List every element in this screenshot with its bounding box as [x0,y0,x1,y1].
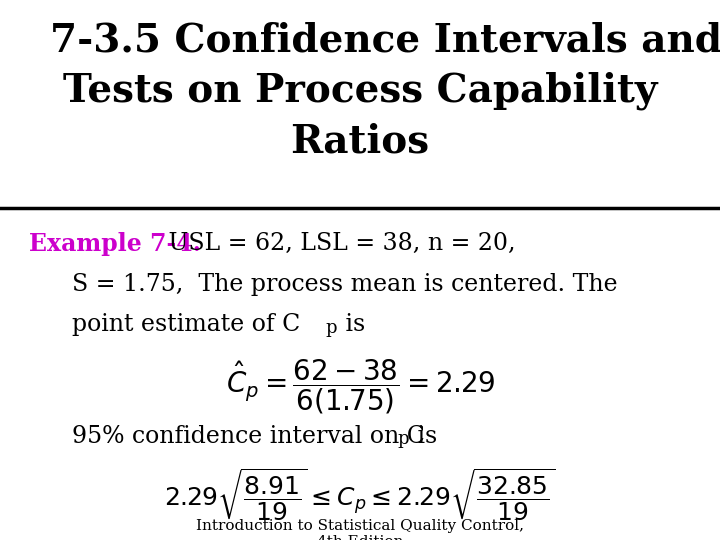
Text: is: is [410,424,438,448]
Text: 4th Edition: 4th Edition [317,535,403,540]
Text: S = 1.75,  The process mean is centered. The: S = 1.75, The process mean is centered. … [72,273,618,296]
Text: USL = 62, LSL = 38, n = 20,: USL = 62, LSL = 38, n = 20, [161,232,516,255]
Text: $\hat{C}_p = \dfrac{62-38}{6(1.75)} = 2.29$: $\hat{C}_p = \dfrac{62-38}{6(1.75)} = 2.… [225,358,495,416]
Text: p: p [325,319,337,336]
Text: Ratios: Ratios [290,122,430,160]
Text: 95% confidence interval on C: 95% confidence interval on C [72,424,425,448]
Text: Introduction to Statistical Quality Control,: Introduction to Statistical Quality Cont… [196,519,524,534]
Text: Example 7-4.: Example 7-4. [29,232,201,256]
Text: $2.29\sqrt{\dfrac{8.91}{19}} \leq C_p \leq 2.29\sqrt{\dfrac{32.85}{19}}$: $2.29\sqrt{\dfrac{8.91}{19}} \leq C_p \l… [164,467,556,523]
Text: point estimate of C: point estimate of C [72,313,300,336]
Text: Tests on Process Capability: Tests on Process Capability [63,72,657,110]
Text: is: is [338,313,366,336]
Text: p: p [397,430,409,448]
Text: 7-3.5 Confidence Intervals and: 7-3.5 Confidence Intervals and [50,22,720,59]
